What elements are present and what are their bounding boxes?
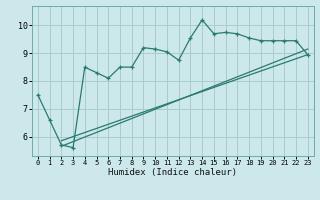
X-axis label: Humidex (Indice chaleur): Humidex (Indice chaleur) <box>108 168 237 177</box>
